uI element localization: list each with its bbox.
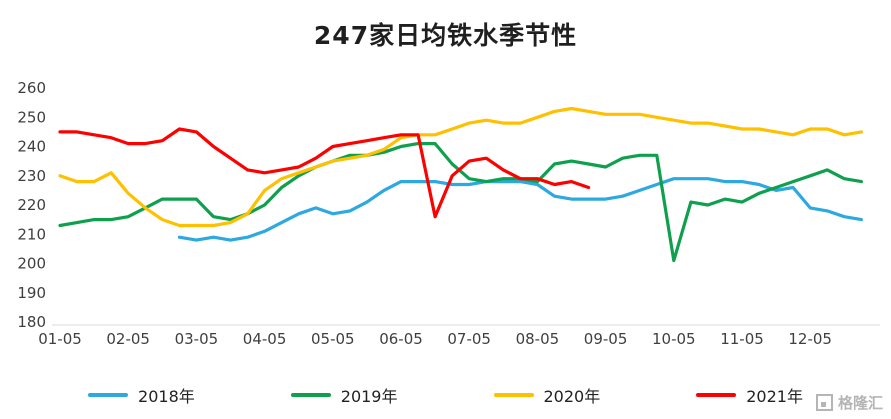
legend-swatch-2020 — [493, 393, 534, 397]
legend-item-2020: 2020年 — [493, 383, 601, 407]
x-tick-label: 01-05 — [38, 330, 82, 348]
x-tick-label: 07-05 — [447, 330, 491, 348]
x-tick-label: 06-05 — [379, 330, 423, 348]
y-tick-label: 250 — [17, 108, 46, 126]
y-tick-label: 230 — [17, 167, 46, 185]
y-tick-label: 220 — [17, 196, 46, 214]
legend-label-2021: 2021年 — [746, 387, 803, 406]
watermark-text: 格隆汇 — [837, 394, 883, 412]
series-line-2018 — [177, 177, 864, 242]
x-tick-label: 09-05 — [584, 330, 628, 348]
legend-label-2019: 2019年 — [340, 387, 398, 406]
x-tick-label: 05-05 — [311, 330, 355, 348]
watermark: 格隆汇 — [815, 392, 883, 413]
legend-swatch-2021 — [696, 393, 737, 397]
legend-item-2019: 2019年 — [290, 383, 398, 407]
y-tick-label: 200 — [17, 255, 46, 273]
x-tick-label: 12-05 — [788, 330, 832, 348]
y-tick-label: 240 — [17, 138, 46, 156]
x-tick-label: 11-05 — [720, 330, 764, 348]
series-line-2021 — [58, 127, 591, 219]
y-tick-label: 180 — [17, 313, 46, 331]
y-tick-label: 260 — [17, 79, 46, 97]
y-tick-label: 190 — [17, 284, 46, 302]
legend-item-2021: 2021年 — [696, 383, 803, 407]
x-tick-label: 10-05 — [652, 330, 696, 348]
chart-legend: 2018年 2019年 2020年 2021年 — [0, 383, 891, 407]
x-tick-label: 04-05 — [243, 330, 287, 348]
y-tick-label: 210 — [17, 225, 46, 243]
gelonghui-logo-icon — [815, 394, 833, 411]
legend-swatch-2018 — [88, 393, 129, 397]
x-tick-label: 08-05 — [516, 330, 560, 348]
legend-label-2018: 2018年 — [138, 387, 195, 406]
x-tick-label: 03-05 — [175, 330, 219, 348]
legend-item-2018: 2018年 — [88, 383, 195, 407]
x-tick-label: 02-05 — [106, 330, 150, 348]
series-line-2020 — [58, 106, 864, 228]
legend-swatch-2019 — [290, 393, 331, 397]
series-line-2019 — [58, 142, 864, 263]
legend-label-2020: 2020年 — [543, 387, 601, 406]
chart-title: 247家日均铁水季节性 — [313, 21, 578, 50]
